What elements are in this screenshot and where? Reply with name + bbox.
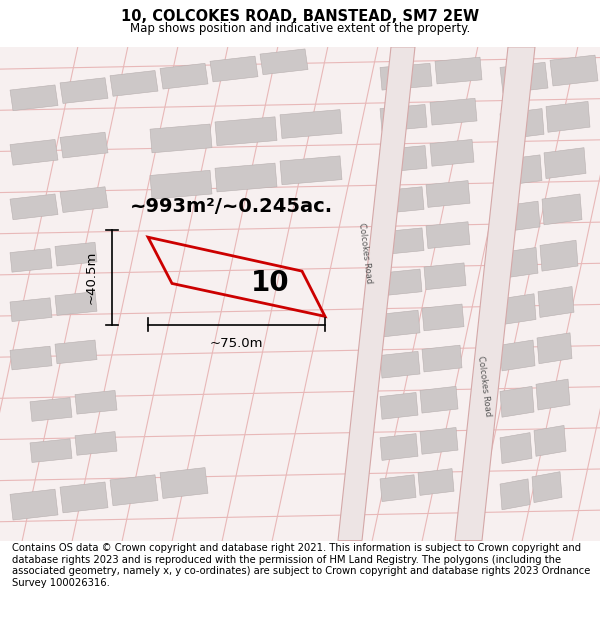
- Polygon shape: [534, 426, 566, 456]
- Text: ~40.5m: ~40.5m: [85, 251, 98, 304]
- Polygon shape: [546, 101, 590, 132]
- Text: 10: 10: [251, 269, 289, 298]
- Polygon shape: [55, 292, 97, 316]
- Polygon shape: [500, 340, 535, 371]
- Polygon shape: [500, 479, 530, 510]
- Polygon shape: [10, 346, 52, 370]
- Polygon shape: [500, 155, 542, 186]
- Polygon shape: [55, 242, 97, 266]
- Polygon shape: [160, 63, 208, 89]
- Polygon shape: [380, 104, 427, 131]
- Polygon shape: [60, 132, 108, 158]
- Text: 10, COLCOKES ROAD, BANSTEAD, SM7 2EW: 10, COLCOKES ROAD, BANSTEAD, SM7 2EW: [121, 9, 479, 24]
- Polygon shape: [537, 333, 572, 364]
- Polygon shape: [30, 439, 72, 462]
- Polygon shape: [55, 340, 97, 364]
- Polygon shape: [430, 98, 477, 125]
- Polygon shape: [455, 47, 535, 541]
- Polygon shape: [422, 304, 464, 331]
- Polygon shape: [110, 475, 158, 506]
- Polygon shape: [420, 386, 458, 413]
- Text: Colcokes Road: Colcokes Road: [357, 222, 373, 284]
- Polygon shape: [10, 489, 58, 520]
- Polygon shape: [380, 392, 418, 419]
- Polygon shape: [500, 109, 544, 139]
- Polygon shape: [110, 71, 158, 96]
- Polygon shape: [500, 201, 540, 232]
- Polygon shape: [380, 475, 416, 501]
- Polygon shape: [60, 187, 108, 213]
- Polygon shape: [426, 222, 470, 249]
- Polygon shape: [150, 170, 212, 199]
- Polygon shape: [380, 146, 427, 172]
- Polygon shape: [380, 228, 424, 254]
- Polygon shape: [215, 117, 277, 146]
- Polygon shape: [380, 269, 422, 296]
- Polygon shape: [540, 240, 578, 271]
- Polygon shape: [10, 298, 52, 321]
- Polygon shape: [60, 482, 108, 513]
- Polygon shape: [10, 249, 52, 272]
- Polygon shape: [420, 428, 458, 454]
- Polygon shape: [500, 62, 548, 93]
- Polygon shape: [75, 391, 117, 414]
- Polygon shape: [544, 148, 586, 179]
- Polygon shape: [424, 263, 466, 289]
- Polygon shape: [500, 432, 532, 464]
- Polygon shape: [150, 124, 212, 153]
- Polygon shape: [30, 398, 72, 421]
- Polygon shape: [75, 432, 117, 455]
- Polygon shape: [10, 194, 58, 219]
- Polygon shape: [338, 47, 415, 541]
- Polygon shape: [418, 469, 454, 496]
- Polygon shape: [542, 194, 582, 225]
- Polygon shape: [430, 139, 474, 166]
- Polygon shape: [215, 163, 277, 192]
- Polygon shape: [380, 351, 420, 378]
- Text: Colcokes Road: Colcokes Road: [476, 356, 492, 418]
- Text: ~75.0m: ~75.0m: [209, 337, 263, 350]
- Polygon shape: [210, 56, 258, 82]
- Polygon shape: [160, 468, 208, 499]
- Polygon shape: [10, 139, 58, 165]
- Text: Map shows position and indicative extent of the property.: Map shows position and indicative extent…: [130, 22, 470, 35]
- Polygon shape: [380, 187, 424, 214]
- Polygon shape: [538, 286, 574, 318]
- Polygon shape: [10, 85, 58, 111]
- Polygon shape: [500, 294, 536, 324]
- Polygon shape: [380, 63, 432, 90]
- Polygon shape: [532, 472, 562, 502]
- Polygon shape: [280, 109, 342, 138]
- Polygon shape: [60, 78, 108, 104]
- Polygon shape: [500, 386, 534, 418]
- Polygon shape: [380, 434, 418, 461]
- Polygon shape: [260, 49, 308, 74]
- Text: ~993m²/~0.245ac.: ~993m²/~0.245ac.: [130, 197, 333, 216]
- Polygon shape: [380, 310, 420, 337]
- Polygon shape: [500, 248, 538, 278]
- Text: Contains OS data © Crown copyright and database right 2021. This information is : Contains OS data © Crown copyright and d…: [12, 543, 590, 588]
- Polygon shape: [550, 55, 598, 86]
- Polygon shape: [280, 156, 342, 185]
- Polygon shape: [536, 379, 570, 410]
- Polygon shape: [422, 345, 462, 372]
- Polygon shape: [426, 181, 470, 208]
- Polygon shape: [435, 57, 482, 84]
